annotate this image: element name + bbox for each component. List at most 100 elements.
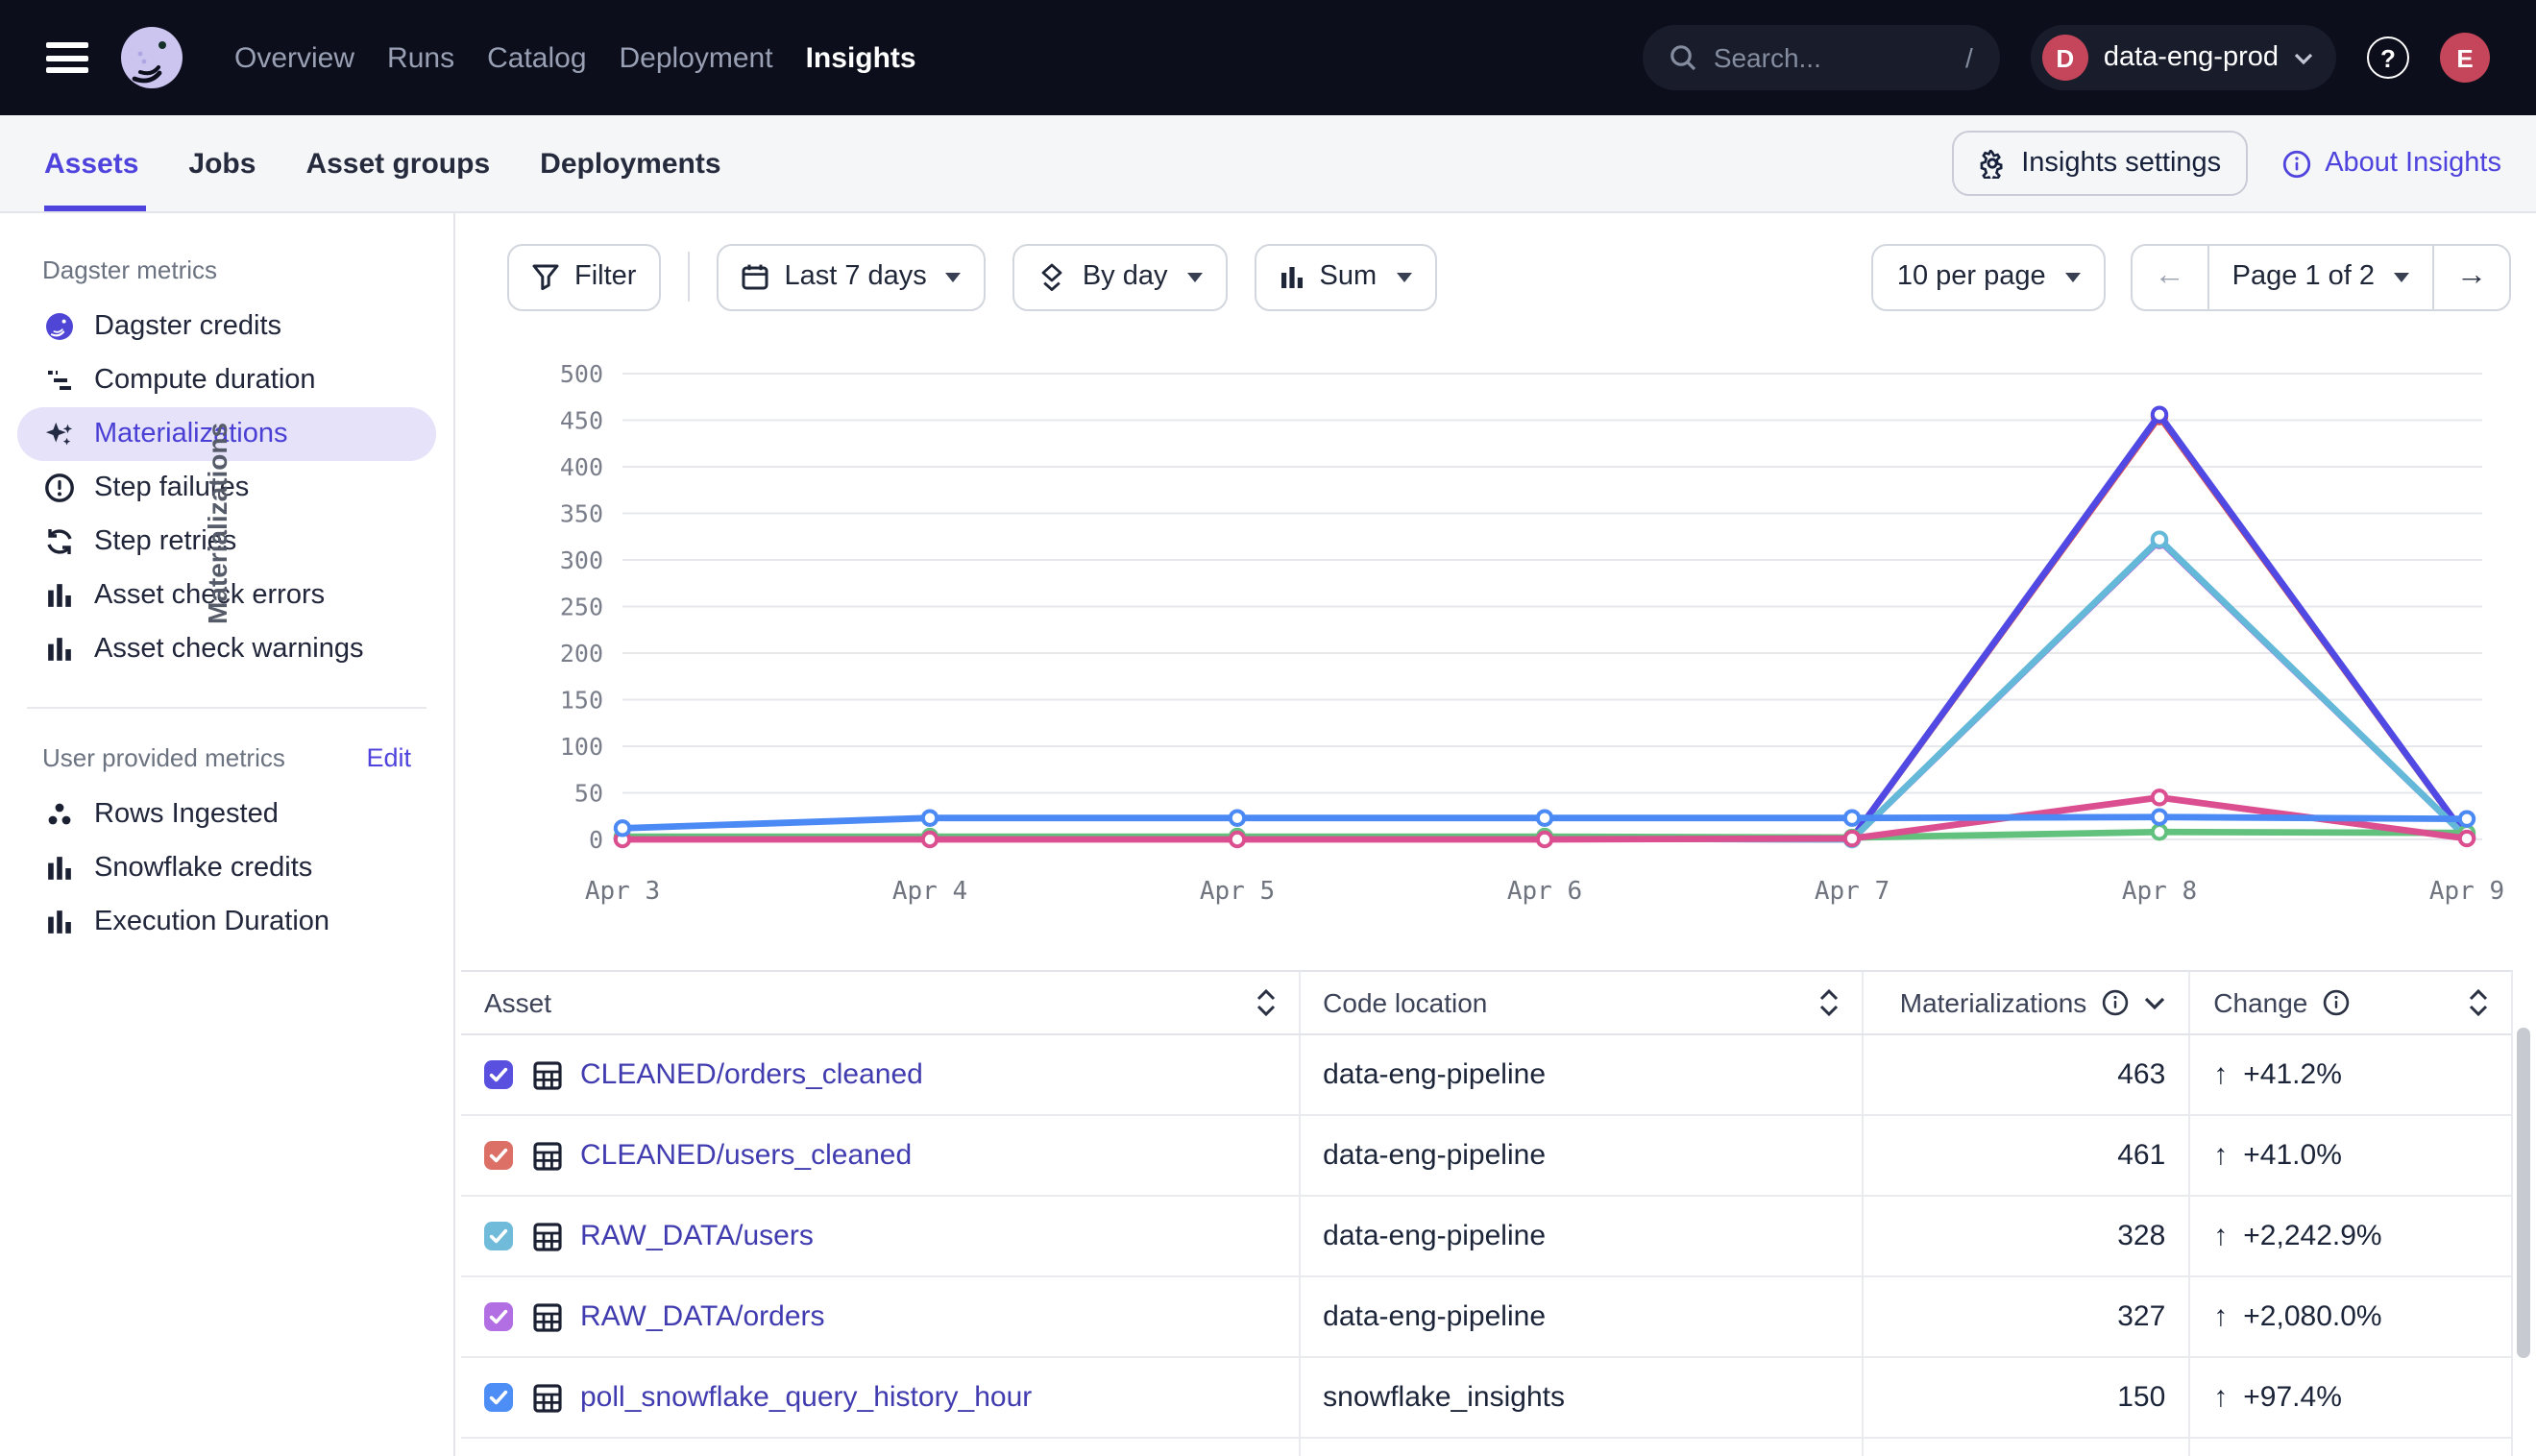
tab-deployments[interactable]: Deployments <box>540 115 720 211</box>
y-tick-label: 150 <box>560 687 603 715</box>
sidebar-item-asset-check-warnings[interactable]: Asset check warnings <box>17 622 436 676</box>
chevron-down-icon <box>2294 51 2313 64</box>
edit-metrics-link[interactable]: Edit <box>366 743 411 772</box>
next-page-button[interactable]: → <box>2434 245 2509 308</box>
change-cell: ↑+41.0% <box>2188 1116 2511 1195</box>
row-checkbox[interactable] <box>484 1222 513 1250</box>
caret-down-icon <box>1187 272 1203 281</box>
materializations-cell: 461 <box>1863 1116 2189 1195</box>
dots-icon <box>44 799 75 830</box>
y-axis-title: Materializations <box>202 559 232 624</box>
prev-page-button[interactable]: ← <box>2133 245 2207 308</box>
user-avatar[interactable]: E <box>2440 33 2490 83</box>
metrics-sidebar: Dagster metrics Dagster creditsCompute d… <box>0 213 455 1456</box>
table-asset-icon <box>532 1382 563 1413</box>
change-cell: ↑+1,083.3% <box>2188 1439 2511 1456</box>
dagster-logo-icon[interactable] <box>115 21 188 94</box>
materializations-cell: 328 <box>1863 1197 2189 1275</box>
asset-link[interactable]: RAW_DATA/users <box>580 1220 814 1252</box>
nav-link-insights[interactable]: Insights <box>806 41 916 74</box>
filter-label: Filter <box>574 261 636 292</box>
workspace-switcher[interactable]: D data-eng-prod <box>2031 25 2336 90</box>
sort-asset-icon[interactable] <box>1256 989 1275 1016</box>
col-asset-label: Asset <box>484 987 551 1018</box>
tab-jobs[interactable]: Jobs <box>188 115 256 211</box>
page-label: Page 1 of 2 <box>2232 261 2375 292</box>
data-point-marker <box>1231 811 1244 824</box>
col-change-label: Change <box>2213 987 2307 1018</box>
change-cell: ↑+2,080.0% <box>2188 1277 2511 1356</box>
materializations-cell: 463 <box>1863 1035 2189 1114</box>
sidebar-item-rows-ingested[interactable]: Rows Ingested <box>17 788 436 841</box>
per-page-button[interactable]: 10 per page <box>1872 243 2106 310</box>
calendar-icon <box>742 263 768 290</box>
nav-link-runs[interactable]: Runs <box>387 41 454 74</box>
sidebar-item-label: Execution Duration <box>94 907 329 937</box>
user-metrics-list: Rows IngestedSnowflake credits Execution … <box>0 788 453 949</box>
y-tick-label: 50 <box>574 780 603 808</box>
filter-icon <box>532 263 559 290</box>
help-icon[interactable]: ? <box>2367 36 2409 79</box>
data-point-marker <box>616 821 629 835</box>
page-selector[interactable]: Page 1 of 2 <box>2207 245 2434 308</box>
caret-down-icon <box>2065 272 2081 281</box>
sort-location-icon[interactable] <box>1820 989 1840 1016</box>
nav-link-deployment[interactable]: Deployment <box>620 41 773 74</box>
about-insights-link[interactable]: About Insights <box>2282 148 2501 179</box>
sidebar-item-dagster-credits[interactable]: Dagster credits <box>17 300 436 353</box>
insights-settings-button[interactable]: Insights settings <box>1952 131 2248 196</box>
data-point-marker <box>2153 825 2166 838</box>
table-row: RAW_DATA/usersdata-eng-pipeline328↑+2,24… <box>461 1197 2511 1277</box>
x-tick-label: Apr 7 <box>1815 877 1890 906</box>
sparkles-icon <box>44 419 75 449</box>
chevron-down-icon[interactable] <box>2144 996 2165 1009</box>
row-checkbox[interactable] <box>484 1302 513 1331</box>
asset-link[interactable]: poll_snowflake_query_history_hour <box>580 1381 1032 1414</box>
asset-link[interactable]: CLEANED/users_cleaned <box>580 1139 912 1172</box>
tab-asset-groups[interactable]: Asset groups <box>305 115 490 211</box>
bar-chart-icon <box>44 907 75 937</box>
aggregation-button[interactable]: Sum <box>1255 243 1437 310</box>
info-icon[interactable] <box>2323 989 2350 1016</box>
tab-assets[interactable]: Assets <box>44 115 138 211</box>
asset-link[interactable]: RAW_DATA/orders <box>580 1300 825 1333</box>
row-checkbox[interactable] <box>484 1060 513 1089</box>
about-insights-label: About Insights <box>2325 148 2501 179</box>
sort-change-icon[interactable] <box>2469 989 2488 1016</box>
up-arrow-icon: ↑ <box>2213 1300 2228 1333</box>
x-tick-label: Apr 9 <box>2429 877 2504 906</box>
table-body: CLEANED/orders_cleaneddata-eng-pipeline4… <box>461 1035 2511 1456</box>
x-tick-label: Apr 3 <box>585 877 660 906</box>
filter-button[interactable]: Filter <box>507 243 661 310</box>
caret-down-icon <box>946 272 962 281</box>
nav-link-overview[interactable]: Overview <box>234 41 354 74</box>
asset-link[interactable]: CLEANED/orders_cleaned <box>580 1058 923 1091</box>
up-arrow-icon: ↑ <box>2213 1220 2228 1252</box>
vertical-scrollbar[interactable] <box>2517 1028 2530 1358</box>
series-line <box>622 540 2467 839</box>
row-checkbox[interactable] <box>484 1141 513 1170</box>
duration-icon <box>44 365 75 396</box>
table-row: CLEANED/orders_cleaneddata-eng-pipeline4… <box>461 1035 2511 1116</box>
change-cell: ↑+2,242.9% <box>2188 1197 2511 1275</box>
toolbar-divider <box>688 252 690 302</box>
date-range-button[interactable]: Last 7 days <box>717 243 986 310</box>
sidebar-item-compute-duration[interactable]: Compute duration <box>17 353 436 407</box>
menu-icon[interactable] <box>46 42 88 73</box>
info-icon[interactable] <box>2102 989 2129 1016</box>
sidebar-item-label: Materializations <box>94 419 288 449</box>
sidebar-item-execution-duration[interactable]: Execution Duration <box>17 895 436 949</box>
up-arrow-icon: ↑ <box>2213 1058 2228 1091</box>
search-input[interactable] <box>1714 42 1948 73</box>
col-location-label: Code location <box>1323 987 1487 1018</box>
change-value: +41.0% <box>2243 1139 2342 1172</box>
bucket-button[interactable]: By day <box>1013 243 1228 310</box>
search-box[interactable]: / <box>1643 25 2000 90</box>
deployment-badge: D <box>2042 35 2088 81</box>
row-checkbox[interactable] <box>484 1383 513 1412</box>
sidebar-item-label: Asset check warnings <box>94 634 363 665</box>
y-tick-label: 100 <box>560 733 603 761</box>
y-tick-label: 450 <box>560 407 603 435</box>
sidebar-item-snowflake-credits[interactable]: Snowflake credits <box>17 841 436 895</box>
nav-link-catalog[interactable]: Catalog <box>487 41 586 74</box>
